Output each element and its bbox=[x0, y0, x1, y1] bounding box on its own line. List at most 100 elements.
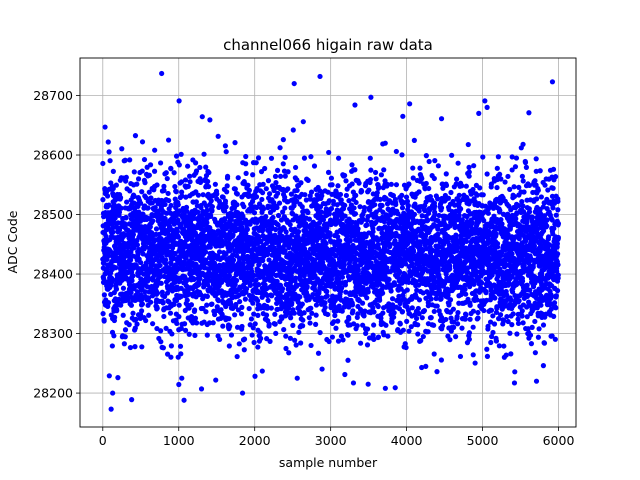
data-point bbox=[172, 251, 178, 257]
data-point bbox=[171, 301, 177, 308]
data-point bbox=[466, 330, 473, 336]
data-point bbox=[150, 218, 156, 224]
data-point bbox=[399, 152, 405, 158]
data-point bbox=[204, 207, 210, 213]
data-point bbox=[139, 296, 145, 303]
data-point bbox=[196, 281, 202, 288]
data-point bbox=[427, 207, 433, 213]
data-point bbox=[470, 186, 476, 193]
data-point bbox=[117, 194, 124, 201]
data-point bbox=[272, 173, 279, 179]
data-point bbox=[470, 308, 476, 314]
data-point bbox=[161, 183, 167, 189]
data-point bbox=[399, 205, 406, 211]
data-point bbox=[285, 169, 291, 175]
data-point bbox=[154, 182, 160, 188]
data-point bbox=[434, 303, 440, 309]
data-point bbox=[371, 309, 377, 315]
data-point bbox=[275, 190, 281, 196]
data-point bbox=[178, 351, 184, 357]
data-point bbox=[175, 234, 182, 240]
data-point bbox=[161, 187, 167, 194]
data-point bbox=[307, 320, 313, 326]
data-point bbox=[206, 183, 212, 190]
data-point bbox=[328, 175, 335, 181]
data-point bbox=[241, 336, 248, 342]
data-point bbox=[308, 189, 315, 195]
data-point bbox=[185, 183, 191, 189]
data-point bbox=[449, 152, 455, 158]
data-point bbox=[421, 307, 428, 314]
data-point bbox=[285, 186, 291, 192]
data-point bbox=[182, 307, 188, 314]
data-point bbox=[167, 310, 174, 316]
data-point bbox=[353, 199, 359, 206]
data-point bbox=[403, 344, 409, 351]
data-points bbox=[100, 70, 562, 412]
data-point bbox=[248, 316, 255, 322]
data-point bbox=[232, 312, 238, 318]
data-point bbox=[281, 326, 287, 333]
data-point bbox=[280, 161, 286, 167]
data-point bbox=[147, 224, 153, 230]
data-point bbox=[252, 373, 258, 379]
data-point bbox=[235, 175, 241, 181]
data-point bbox=[133, 316, 139, 322]
data-point bbox=[417, 165, 423, 171]
data-point bbox=[426, 185, 432, 192]
data-point bbox=[373, 176, 379, 182]
data-point bbox=[345, 357, 351, 363]
data-point bbox=[346, 316, 352, 322]
data-point bbox=[235, 209, 241, 216]
data-point bbox=[121, 341, 127, 347]
data-point bbox=[183, 204, 190, 210]
data-point bbox=[343, 192, 349, 199]
data-point bbox=[118, 205, 124, 211]
data-point bbox=[301, 310, 307, 316]
data-point bbox=[275, 212, 282, 219]
data-point bbox=[174, 228, 181, 235]
data-point bbox=[186, 331, 192, 337]
data-point bbox=[243, 161, 249, 167]
data-point bbox=[139, 168, 145, 174]
data-point bbox=[351, 205, 357, 211]
data-point bbox=[209, 204, 215, 210]
data-point bbox=[206, 169, 212, 176]
data-point bbox=[283, 229, 289, 235]
data-point bbox=[191, 276, 197, 283]
data-point bbox=[139, 344, 145, 350]
data-point bbox=[380, 290, 386, 296]
data-point bbox=[317, 329, 323, 336]
data-point bbox=[150, 321, 156, 327]
data-point bbox=[272, 226, 279, 233]
data-point bbox=[266, 191, 273, 197]
data-point bbox=[262, 165, 268, 172]
data-point bbox=[252, 321, 258, 327]
data-point bbox=[204, 293, 210, 299]
data-point bbox=[381, 167, 387, 173]
data-point bbox=[349, 302, 356, 308]
data-point bbox=[280, 137, 286, 143]
data-point bbox=[425, 217, 431, 223]
data-point bbox=[443, 316, 449, 323]
data-point bbox=[404, 318, 410, 324]
data-point bbox=[137, 218, 144, 224]
data-point bbox=[416, 189, 422, 195]
data-point bbox=[405, 203, 411, 209]
data-point bbox=[123, 215, 129, 221]
data-point bbox=[154, 305, 160, 311]
data-point bbox=[294, 187, 300, 193]
data-point bbox=[426, 158, 432, 165]
data-point bbox=[111, 333, 117, 339]
data-point bbox=[128, 302, 135, 308]
data-point bbox=[387, 243, 393, 250]
data-point bbox=[305, 177, 311, 183]
data-point bbox=[197, 164, 203, 171]
data-point bbox=[209, 301, 215, 307]
data-point bbox=[415, 322, 421, 328]
data-point bbox=[423, 153, 429, 159]
data-point bbox=[228, 332, 235, 338]
data-point bbox=[352, 211, 359, 217]
data-point bbox=[443, 171, 449, 177]
data-point bbox=[378, 172, 384, 178]
